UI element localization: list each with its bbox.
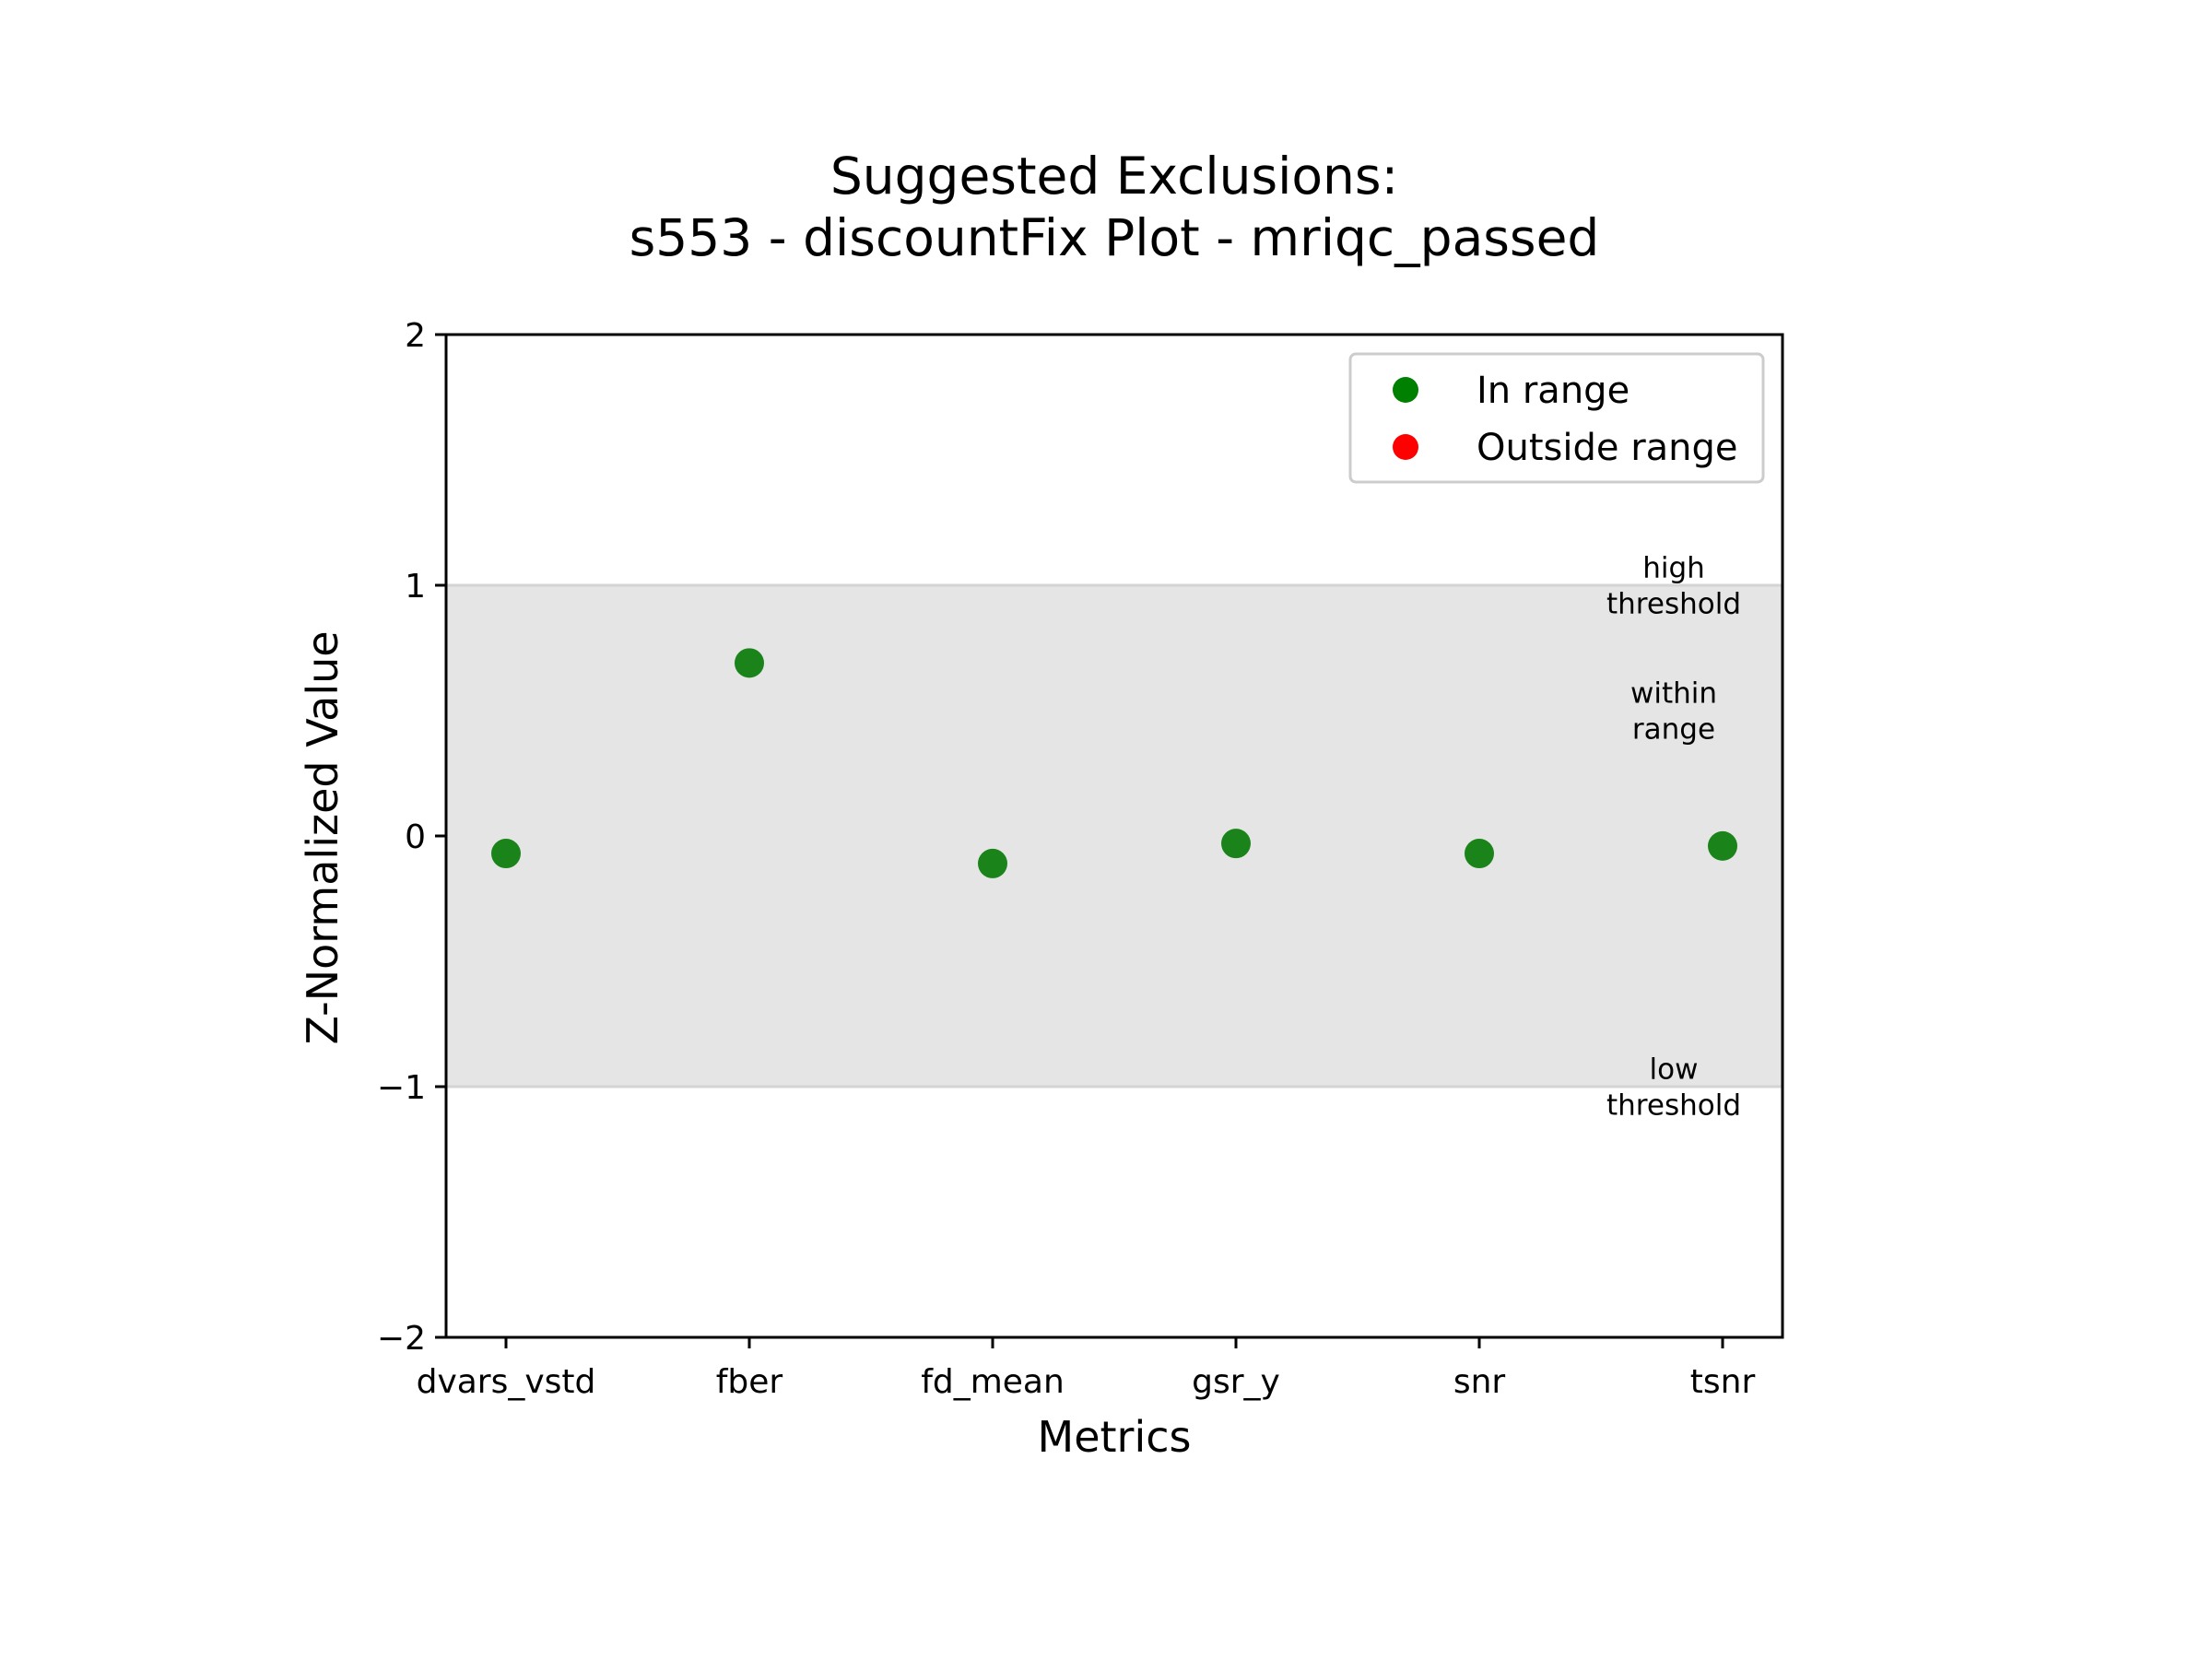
x-tick-label-dvars_vstd: dvars_vstd	[417, 1363, 596, 1401]
annotation-0-line-1: threshold	[1606, 588, 1741, 621]
legend-label-1: Outside range	[1477, 427, 1738, 469]
x-tick-label-gsr_y: gsr_y	[1192, 1363, 1280, 1401]
data-point-snr	[1465, 839, 1494, 869]
chart-title-line-1: Suggested Exclusions:	[830, 147, 1398, 206]
legend-marker-1	[1393, 434, 1418, 460]
y-tick-label: 1	[405, 568, 426, 606]
x-tick-label-fber: fber	[716, 1363, 783, 1401]
data-point-dvars_vstd	[491, 839, 521, 869]
data-points-layer	[491, 648, 1737, 878]
data-point-fd_mean	[978, 848, 1007, 878]
data-point-tsnr	[1708, 830, 1737, 861]
x-tick-label-tsnr: tsnr	[1690, 1363, 1756, 1401]
data-point-gsr_y	[1221, 829, 1251, 859]
y-tick-label: −2	[377, 1320, 426, 1358]
annotation-1-line-1: range	[1632, 713, 1715, 747]
legend: In range Outside range	[1348, 352, 1765, 484]
chart-title: Suggested Exclusions: s553 - discountFix…	[629, 147, 1600, 267]
threshold-band	[446, 585, 1783, 1087]
axes-layer: 2 1 0 −1 −2 dvars_vstd fber fd_mean gsr_y snr tsnr	[377, 317, 1784, 1401]
y-tick-label: 2	[405, 317, 426, 355]
y-tick-label: −1	[377, 1069, 426, 1107]
legend-label-0: In range	[1477, 370, 1630, 412]
annotation-2-line-0: low	[1650, 1053, 1699, 1087]
x-axis-label: Metrics	[1038, 1412, 1192, 1462]
y-axis-label: Z-Normalized Value	[298, 630, 347, 1044]
threshold-band-layer	[446, 583, 1783, 1088]
x-tick-label-snr: snr	[1453, 1363, 1506, 1401]
y-tick-label: 0	[405, 818, 426, 856]
legend-box	[1348, 352, 1765, 484]
annotation-1-line-0: within	[1630, 677, 1717, 711]
annotation-2-line-1: threshold	[1606, 1089, 1741, 1123]
legend-marker-0	[1393, 377, 1418, 403]
annotation-0-line-0: high	[1642, 552, 1705, 585]
chart-title-line-2: s553 - discountFix Plot - mriqc_passed	[629, 208, 1600, 267]
x-tick-label-fd_mean: fd_mean	[921, 1363, 1065, 1401]
data-point-fber	[735, 648, 764, 678]
